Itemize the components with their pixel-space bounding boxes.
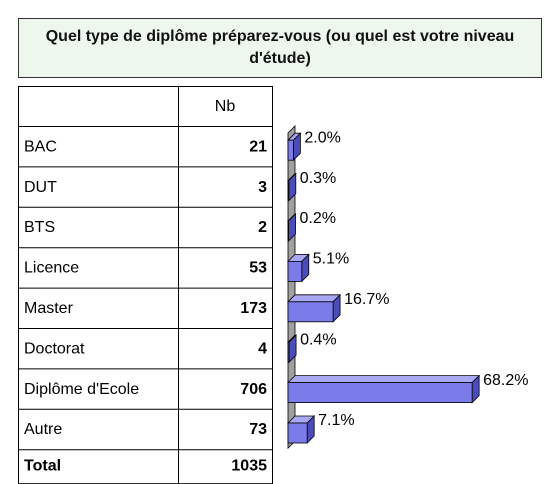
count: 21 bbox=[249, 138, 267, 155]
value-label: 16.7% bbox=[344, 291, 389, 308]
value-label: 7.1% bbox=[318, 412, 354, 429]
category-label: Licence bbox=[24, 260, 79, 277]
chart-title: Quel type de diplôme préparez-vous (ou q… bbox=[45, 28, 515, 67]
bar bbox=[287, 139, 294, 161]
bar-top bbox=[287, 375, 481, 384]
bar bbox=[287, 180, 290, 202]
total: 1035 bbox=[231, 457, 267, 474]
bar-top bbox=[287, 294, 342, 303]
bar bbox=[287, 301, 334, 323]
count: 73 bbox=[249, 421, 267, 438]
value-label: 5.1% bbox=[313, 251, 349, 268]
category-label: DUT bbox=[24, 179, 57, 196]
category-label: Diplôme d'Ecole bbox=[24, 381, 139, 398]
title-box: Quel type de diplôme préparez-vous (ou q… bbox=[18, 18, 542, 78]
bar bbox=[287, 422, 308, 444]
total-label: Total bbox=[24, 457, 61, 474]
column-header: Nb bbox=[215, 98, 236, 115]
category-label: Doctorat bbox=[24, 340, 85, 357]
count: 4 bbox=[258, 340, 267, 357]
count: 3 bbox=[258, 179, 267, 196]
count: 53 bbox=[249, 260, 267, 277]
value-label: 0.2% bbox=[300, 210, 336, 227]
value-label: 0.4% bbox=[300, 331, 336, 348]
count: 706 bbox=[240, 381, 267, 398]
count: 173 bbox=[240, 300, 267, 317]
bar bbox=[287, 260, 303, 282]
value-label: 0.3% bbox=[300, 170, 336, 187]
category-label: BTS bbox=[24, 219, 55, 236]
bar bbox=[287, 341, 290, 363]
category-label: Autre bbox=[24, 421, 62, 438]
value-label: 68.2% bbox=[483, 372, 528, 389]
category-label: Master bbox=[24, 300, 74, 317]
count: 2 bbox=[258, 219, 267, 236]
value-label: 2.0% bbox=[304, 129, 340, 146]
category-label: BAC bbox=[24, 138, 57, 155]
bar bbox=[287, 220, 289, 242]
bar bbox=[287, 382, 473, 404]
